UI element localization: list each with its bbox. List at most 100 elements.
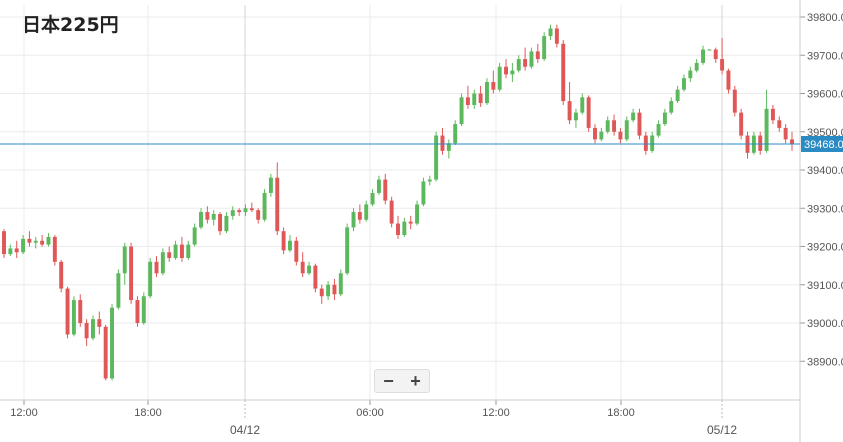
candle-body [370, 192, 375, 205]
candle-body [33, 240, 38, 243]
candle-body [345, 227, 350, 274]
candle-body [662, 112, 667, 125]
y-tick-label: 39200.0 [807, 242, 843, 254]
candle-body [440, 135, 445, 151]
candle-body [656, 124, 661, 136]
candle-body [643, 135, 648, 151]
candle-body [52, 236, 57, 262]
zoom-in-button[interactable]: + [410, 371, 421, 391]
candle-body [561, 43, 566, 102]
candle-body [154, 261, 159, 274]
candle-body [357, 212, 362, 220]
candle-body [351, 212, 356, 228]
candle-body [516, 59, 521, 71]
candle-body [332, 284, 337, 295]
candle-body [27, 238, 32, 243]
candle-body [446, 143, 451, 151]
candle-body [529, 51, 534, 67]
candle-body [605, 120, 610, 132]
candle-body [59, 261, 64, 289]
candle-body [453, 124, 458, 144]
x-tick-label: 18:00 [607, 407, 635, 419]
candle-body [618, 131, 623, 140]
candle-body [167, 252, 172, 258]
x-tick-label: 18:00 [134, 407, 162, 419]
x-tick-label: 12:00 [482, 407, 510, 419]
candle-body [179, 244, 184, 258]
candle-body [624, 120, 629, 140]
candle-body [389, 200, 394, 224]
candle-body [78, 300, 83, 323]
candle-body [237, 210, 242, 213]
candle-body [415, 204, 420, 224]
candle-body [593, 127, 597, 140]
candle-body [122, 246, 127, 274]
candle-body [434, 135, 439, 180]
candle-body [707, 49, 712, 51]
candle-body [720, 59, 725, 71]
candle-body [427, 179, 432, 182]
candle-body [777, 120, 782, 128]
y-tick-label: 39300.0 [807, 203, 843, 215]
candle-body [542, 36, 547, 60]
candle-body [14, 248, 19, 253]
candle-body [402, 221, 407, 236]
candle-body [256, 210, 261, 220]
candle-body [586, 97, 591, 128]
candle-body [523, 59, 528, 67]
candle-body [396, 223, 400, 236]
candle-body [472, 93, 477, 105]
zoom-controls: − + [374, 369, 430, 393]
candle-body [199, 212, 203, 228]
y-tick-label: 38900.0 [807, 356, 843, 368]
chart-title: 日本225円 [22, 14, 119, 36]
candle-body [383, 179, 388, 201]
candle-body [554, 28, 559, 44]
candle-body [319, 288, 324, 297]
candle-body [84, 323, 89, 339]
candle-body [510, 70, 515, 75]
y-tick-label: 39100.0 [807, 280, 843, 292]
candle-body [739, 112, 744, 136]
candle-body [294, 240, 299, 262]
candle-body [211, 213, 216, 220]
candle-body [8, 248, 13, 255]
candle-body [249, 208, 254, 211]
candle-body [300, 261, 305, 274]
candle-body [71, 300, 76, 335]
date-label: 04/12 [230, 423, 260, 437]
candle-body [364, 204, 369, 220]
candle-body [504, 66, 509, 75]
candle-body [218, 213, 223, 232]
candle-body [770, 108, 775, 121]
y-tick-label: 39700.0 [807, 50, 843, 62]
candle-body [90, 319, 95, 339]
candle-body [46, 236, 51, 245]
candle-body [764, 108, 769, 151]
candle-body [287, 240, 292, 251]
candle-body [675, 89, 680, 102]
candle-body [567, 101, 572, 121]
candle-body [713, 49, 718, 60]
candle-body [688, 70, 693, 79]
candle-body [580, 97, 585, 113]
candle-body [408, 221, 413, 224]
candle-body [281, 231, 286, 251]
candle-body [548, 28, 553, 37]
candle-body [173, 244, 178, 258]
candle-body [421, 181, 426, 205]
candle-body [243, 208, 248, 213]
candle-body [535, 51, 540, 60]
candle-body [205, 212, 210, 220]
candle-body [307, 265, 312, 274]
candle-body [732, 89, 737, 113]
zoom-out-button[interactable]: − [383, 371, 394, 391]
candle-body [478, 93, 483, 104]
y-tick-label: 39600.0 [807, 89, 843, 101]
current-price-tag [801, 135, 843, 152]
candle-body [669, 101, 674, 113]
candle-body [573, 112, 578, 121]
x-tick-label: 12:00 [10, 407, 38, 419]
candle-body [129, 246, 134, 301]
current-price-label: 39468.0 [804, 139, 843, 151]
